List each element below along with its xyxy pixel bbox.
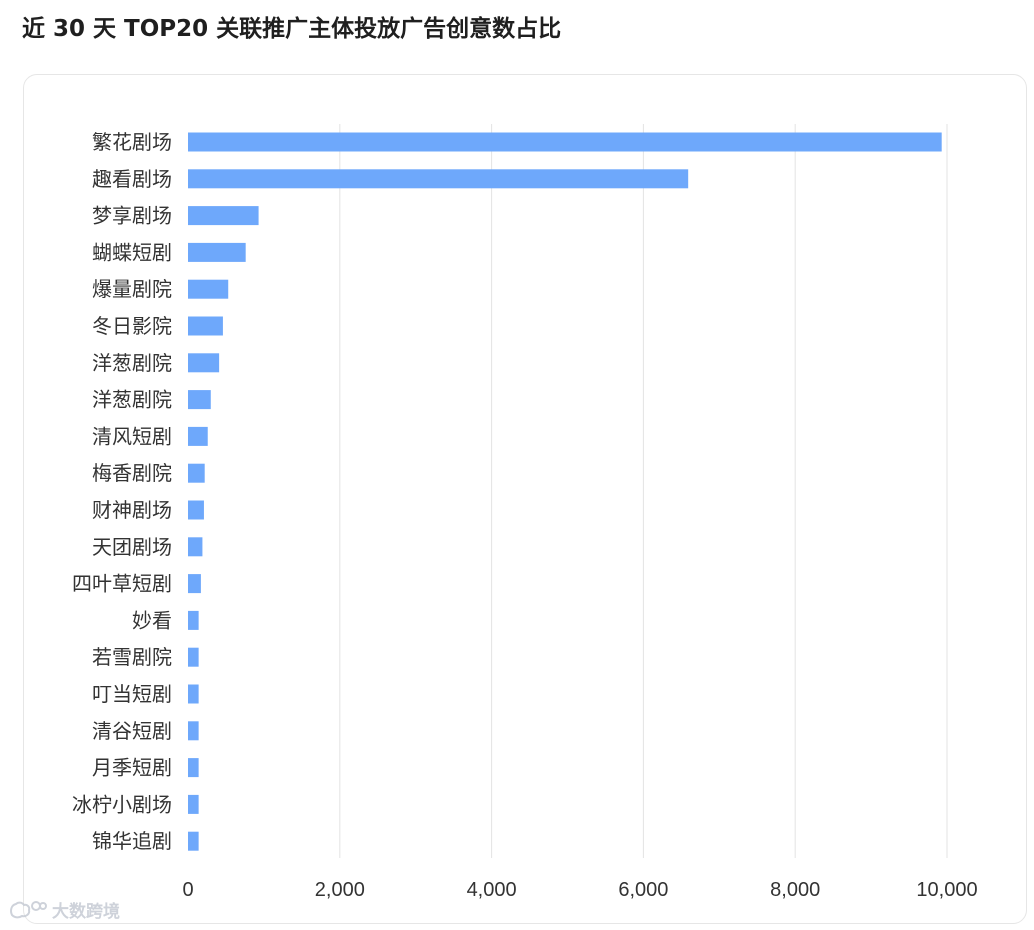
bar[interactable] [188,831,199,851]
bar[interactable] [188,647,199,667]
bars [188,132,942,851]
category-label: 若雪剧院 [92,645,172,669]
category-label: 财神剧场 [92,498,172,522]
bar[interactable] [188,206,259,226]
category-label: 妙看 [132,608,172,632]
category-label: 月季短剧 [92,756,172,780]
category-label: 冰柠小剧场 [72,792,172,816]
bar[interactable] [188,574,201,594]
watermark-text: 大数跨境 [52,902,120,922]
category-label: 清风短剧 [92,424,172,448]
bar[interactable] [188,353,220,373]
x-tick-label: 0 [182,879,193,901]
bar[interactable] [188,500,204,520]
x-tick-label: 8,000 [770,879,820,901]
category-label: 洋葱剧院 [92,351,172,375]
x-tick-label: 4,000 [467,879,517,901]
category-label: 洋葱剧院 [92,388,172,412]
category-label: 繁花剧场 [92,130,172,154]
watermark: 大数跨境 [8,897,120,922]
category-label: 冬日影院 [92,314,172,338]
category-label: 天团剧场 [92,535,172,559]
grid-lines [339,124,948,858]
category-labels: 繁花剧场趣看剧场梦享剧场蝴蝶短剧爆量剧院冬日影院洋葱剧院洋葱剧院清风短剧梅香剧院… [72,130,172,853]
bar[interactable] [188,132,942,152]
bar[interactable] [188,537,203,557]
category-label: 梅香剧院 [92,461,172,485]
bar[interactable] [188,279,229,299]
x-tick-label: 10,000 [916,879,977,901]
x-tick-label: 2,000 [315,879,365,901]
bar[interactable] [188,721,199,741]
chat-bubble-logo-icon [10,900,47,918]
category-label: 锦华追剧 [92,829,172,853]
category-label: 趣看剧场 [92,167,172,191]
bar[interactable] [188,316,223,336]
bar[interactable] [188,426,208,446]
category-label: 爆量剧院 [92,277,172,301]
x-axis-tick-labels: 0 2,000 4,000 6,000 8,000 10,000 [182,879,977,901]
bar[interactable] [188,684,199,704]
bar[interactable] [188,242,246,262]
category-label: 清谷短剧 [92,719,172,743]
bar[interactable] [188,794,199,814]
bar[interactable] [188,758,199,778]
bar[interactable] [188,390,211,410]
category-label: 叮当短剧 [92,682,172,706]
x-tick-label: 6,000 [618,879,668,901]
bar[interactable] [188,463,205,483]
bar[interactable] [188,169,689,189]
page-title: 近 30 天 TOP20 关联推广主体投放广告创意数占比 [22,16,562,42]
category-label: 蝴蝶短剧 [92,240,172,264]
category-label: 梦享剧场 [92,204,172,228]
category-label: 四叶草短剧 [72,572,172,596]
bar[interactable] [188,610,199,630]
